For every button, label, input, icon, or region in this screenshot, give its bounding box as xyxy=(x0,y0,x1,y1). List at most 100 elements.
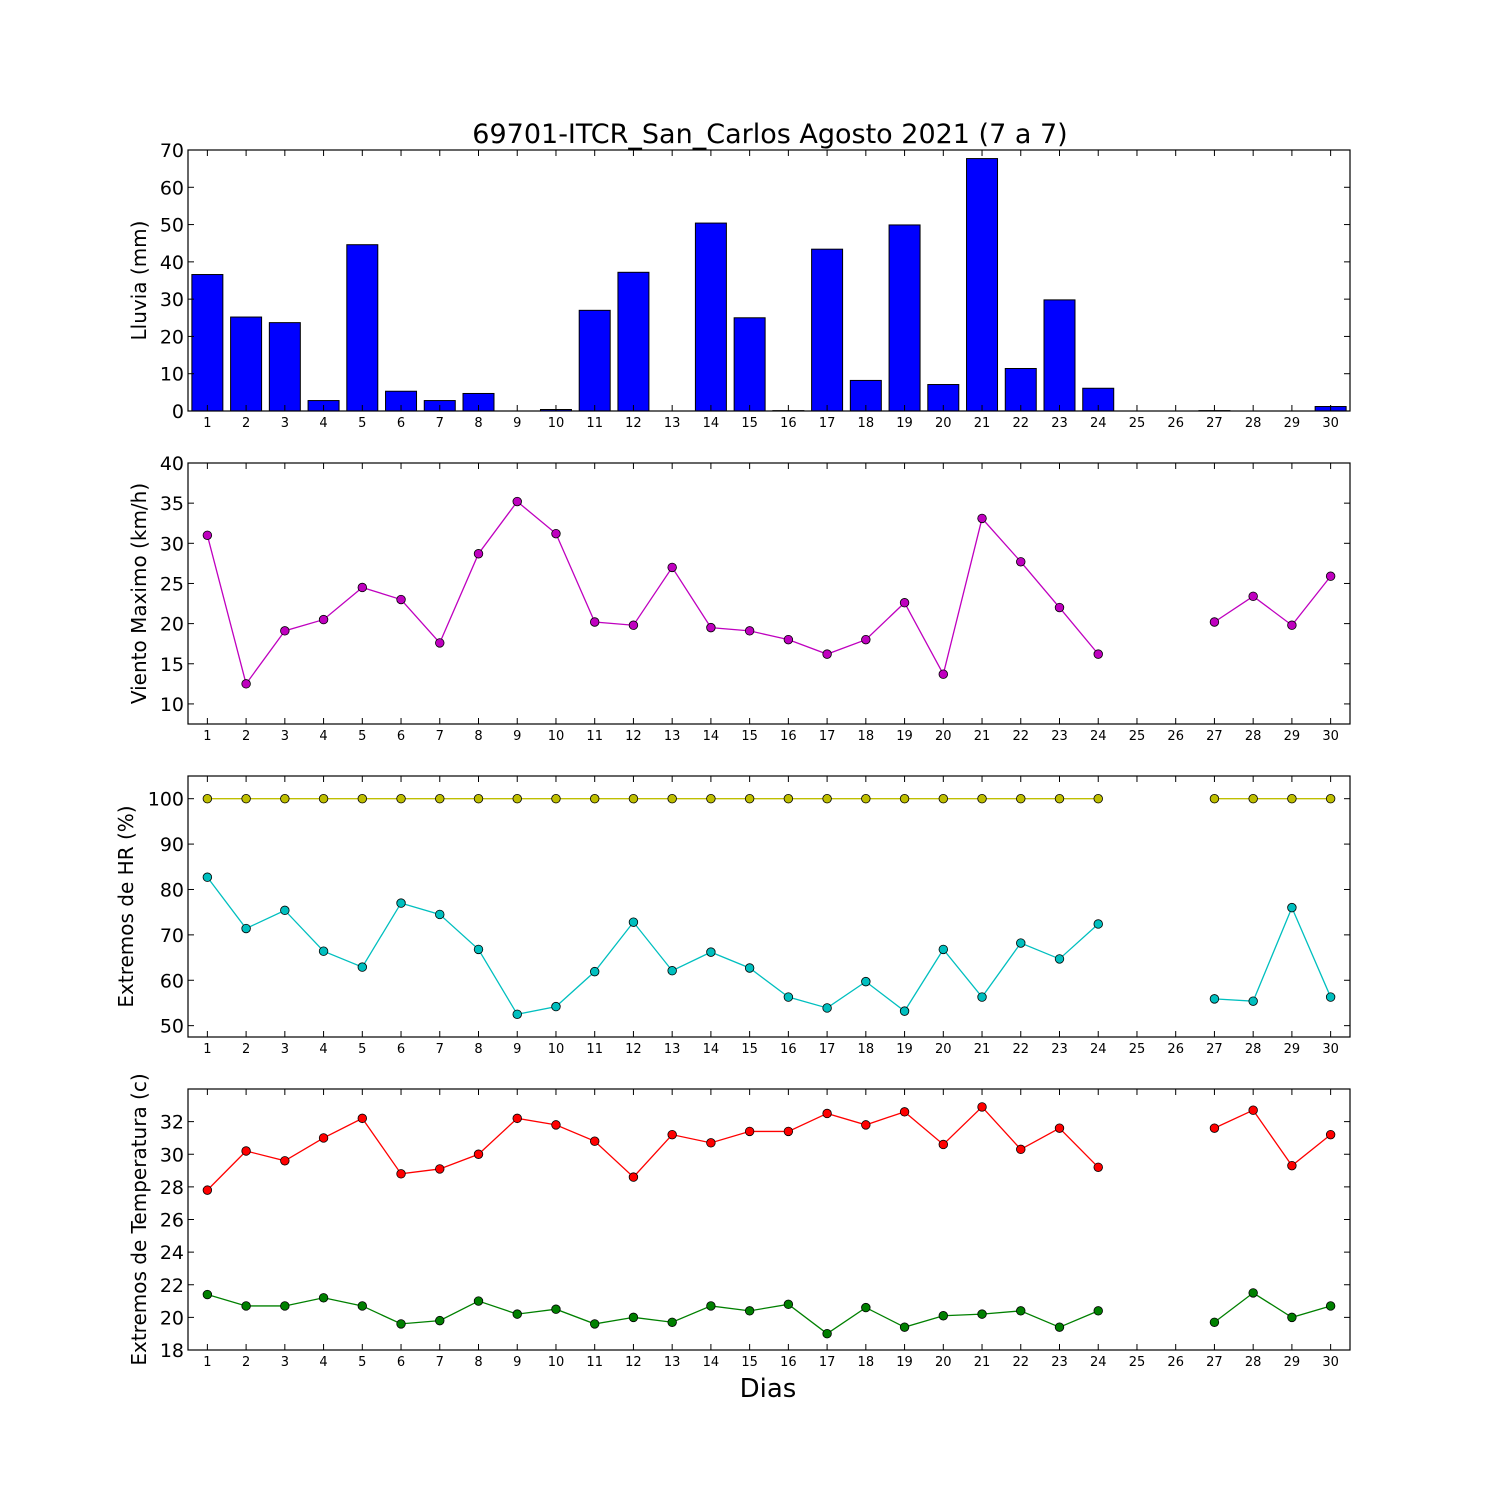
x-tick-label: 1 xyxy=(203,1042,211,1057)
x-tick-label: 3 xyxy=(281,1042,289,1057)
y-tick-label: 70 xyxy=(160,140,184,162)
x-tick-label: 30 xyxy=(1322,729,1339,744)
series-1-point-day-10 xyxy=(551,1120,561,1130)
y-tick-label: 24 xyxy=(160,1242,184,1264)
series-1-point-day-18 xyxy=(861,634,871,645)
y-tick-label: 20 xyxy=(160,326,184,348)
x-tick-label: 6 xyxy=(397,1355,405,1370)
series-2-point-day-1 xyxy=(202,872,213,882)
bar-day-12 xyxy=(617,271,650,412)
series-2-point-day-10 xyxy=(551,1304,561,1314)
x-tick-label: 4 xyxy=(319,729,327,744)
series-2-point-day-28 xyxy=(1248,996,1258,1006)
series-2-point-day-28 xyxy=(1248,1288,1258,1298)
series-1-point-day-3 xyxy=(280,1156,290,1166)
y-tick-label: 50 xyxy=(160,215,184,237)
series-2-point-day-14 xyxy=(706,1301,716,1311)
x-tick-label: 2 xyxy=(242,416,250,431)
x-tick-label: 24 xyxy=(1090,1042,1107,1057)
y-axis-label: Viento Maximo (km/h) xyxy=(127,483,151,704)
x-tick-label: 27 xyxy=(1206,416,1223,431)
series-2-point-day-9 xyxy=(512,1309,522,1319)
x-tick-label: 12 xyxy=(625,729,642,744)
bar-day-17 xyxy=(811,248,844,412)
series-2-point-day-17 xyxy=(822,1328,832,1339)
x-tick-label: 22 xyxy=(1012,1042,1029,1057)
x-tick-label: 15 xyxy=(741,416,758,431)
x-tick-label: 19 xyxy=(896,729,913,744)
series-2-point-day-21 xyxy=(977,992,987,1002)
y-tick-label: 35 xyxy=(160,493,184,515)
x-tick-label: 18 xyxy=(858,1042,875,1057)
series-1-point-day-4 xyxy=(318,614,329,625)
series-1-point-day-9 xyxy=(512,496,522,507)
x-tick-label: 27 xyxy=(1206,1042,1223,1057)
series-1-point-day-15 xyxy=(744,793,755,804)
y-tick-label: 30 xyxy=(160,1144,184,1166)
y-axis-label: Extremos de HR (%) xyxy=(114,805,138,1007)
y-tick-label: 60 xyxy=(160,177,184,199)
x-tick-label: 15 xyxy=(741,1042,758,1057)
series-1-point-day-19 xyxy=(899,793,910,804)
series-1-point-day-15 xyxy=(744,1126,755,1137)
y-axis-label: Extremos de Temperatura (c) xyxy=(127,1073,151,1365)
series-2-point-day-4 xyxy=(318,946,329,956)
series-2-point-day-30 xyxy=(1325,992,1336,1002)
x-tick-label: 15 xyxy=(741,729,758,744)
series-2-point-day-2 xyxy=(241,923,251,934)
series-1-point-day-14 xyxy=(706,793,716,804)
series-1-point-day-7 xyxy=(435,638,445,648)
x-tick-label: 30 xyxy=(1322,416,1339,431)
bar-day-23 xyxy=(1043,299,1076,412)
series-1-point-day-30 xyxy=(1325,571,1336,581)
x-tick-label: 25 xyxy=(1129,1042,1146,1057)
x-tick-label: 9 xyxy=(513,1355,521,1370)
series-1-point-day-7 xyxy=(435,1164,445,1174)
x-tick-label: 10 xyxy=(548,416,565,431)
series-2-point-day-13 xyxy=(667,1317,677,1327)
series-1-point-day-13 xyxy=(667,793,677,804)
series-1-point-day-1 xyxy=(202,1185,213,1195)
x-tick-label: 13 xyxy=(664,729,681,744)
series-1-point-day-4 xyxy=(318,1133,329,1143)
series-1-point-day-21 xyxy=(977,793,987,804)
x-tick-label: 4 xyxy=(319,1355,327,1370)
x-tick-label: 15 xyxy=(741,1355,758,1370)
series-2-point-day-13 xyxy=(667,966,677,976)
x-tick-label: 26 xyxy=(1167,416,1184,431)
y-tick-label: 32 xyxy=(160,1112,184,1134)
series-1-line xyxy=(206,500,1099,686)
series-1-point-day-21 xyxy=(977,1102,987,1112)
series-2-point-day-24 xyxy=(1093,919,1103,929)
x-tick-label: 22 xyxy=(1012,1355,1029,1370)
series-2-point-day-5 xyxy=(357,1301,368,1311)
y-tick-label: 70 xyxy=(160,925,184,947)
series-1-point-day-29 xyxy=(1287,1160,1297,1171)
x-tick-label: 11 xyxy=(586,416,603,431)
series-1-point-day-30 xyxy=(1325,793,1336,804)
x-tick-label: 20 xyxy=(935,729,952,744)
y-tick-label: 26 xyxy=(160,1210,184,1232)
x-tick-label: 7 xyxy=(436,1355,444,1370)
x-tick-label: 13 xyxy=(664,1042,681,1057)
series-2-point-day-15 xyxy=(744,963,755,973)
x-tick-label: 26 xyxy=(1167,1042,1184,1057)
x-tick-label: 1 xyxy=(203,729,211,744)
series-1-point-day-21 xyxy=(977,513,987,524)
x-tick-label: 25 xyxy=(1129,416,1146,431)
x-tick-label: 11 xyxy=(586,729,603,744)
series-1-point-day-20 xyxy=(938,1139,949,1150)
x-tick-label: 7 xyxy=(436,1042,444,1057)
bar-day-3 xyxy=(268,322,301,412)
y-axis-label: Lluvia (mm) xyxy=(127,221,151,341)
x-tick-label: 21 xyxy=(974,729,991,744)
series-2-point-day-5 xyxy=(357,962,368,972)
series-1-point-day-2 xyxy=(241,679,251,689)
x-tick-label: 8 xyxy=(474,1042,482,1057)
series-1-point-day-15 xyxy=(744,626,755,636)
x-tick-label: 24 xyxy=(1090,416,1107,431)
series-1-point-day-6 xyxy=(396,1169,406,1179)
x-tick-label: 5 xyxy=(358,1042,366,1057)
